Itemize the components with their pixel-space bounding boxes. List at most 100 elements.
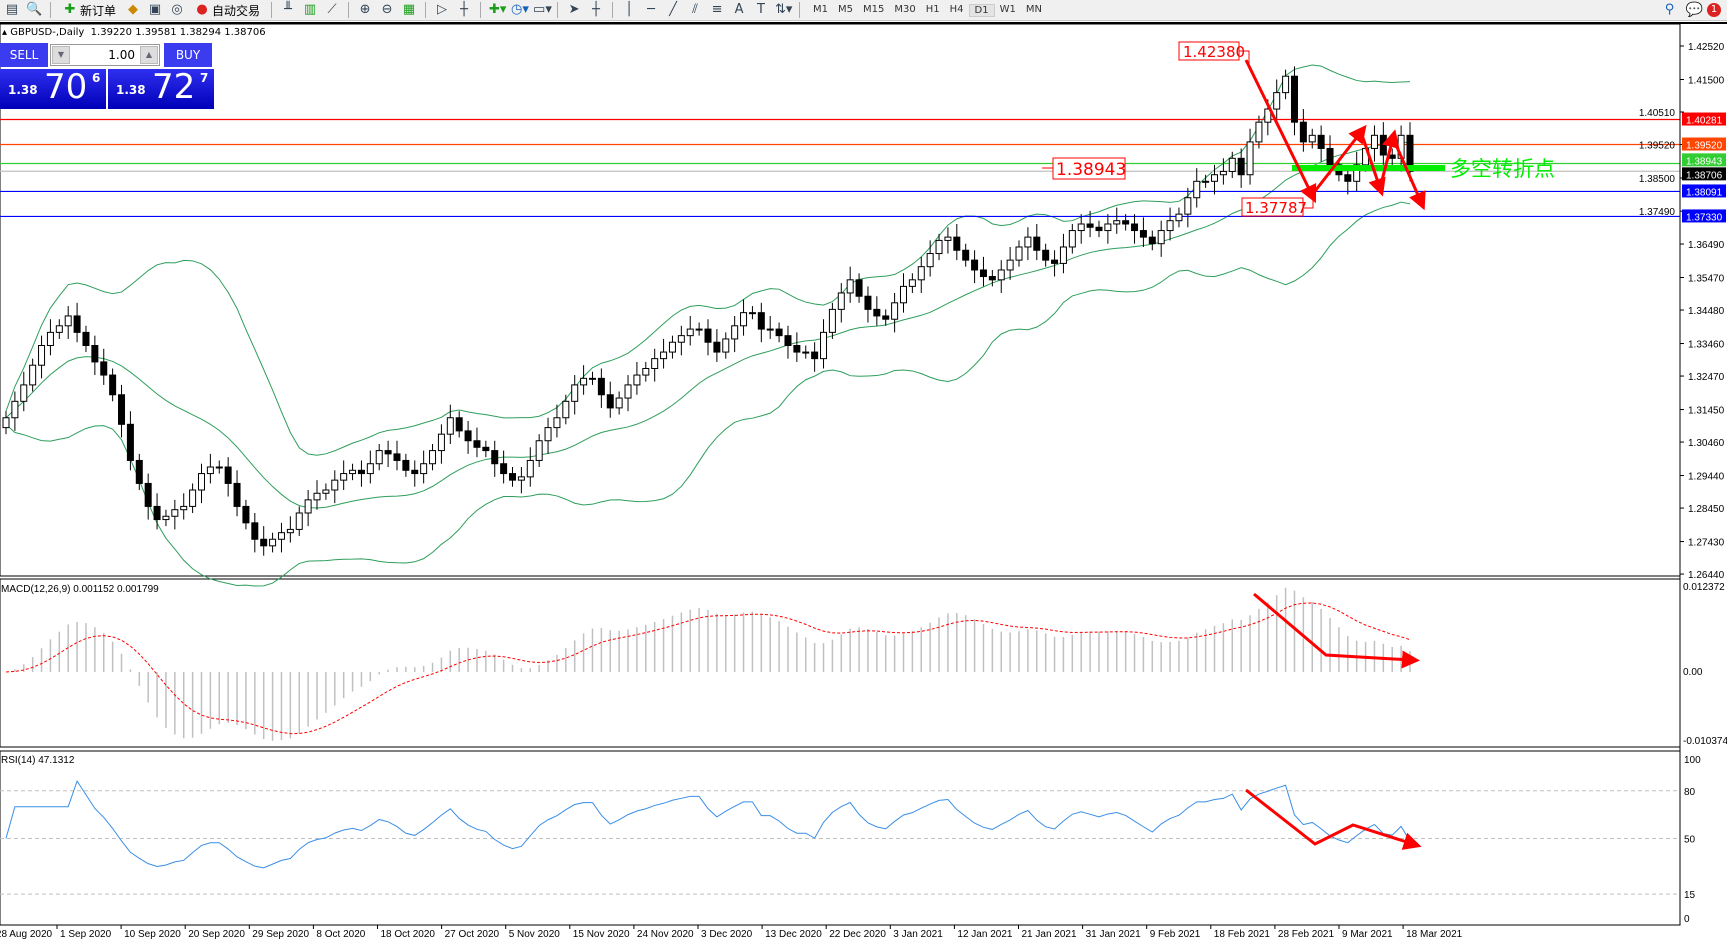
search-icon[interactable]: ⚲: [1664, 2, 1675, 17]
time-tick-label: 20 Sep 2020: [188, 929, 245, 940]
main-up-arrow: [1378, 129, 1400, 189]
arrows-icon[interactable]: ⇅▾: [775, 2, 793, 17]
buy-button[interactable]: BUY: [164, 43, 212, 67]
sell-button[interactable]: SELL: [0, 43, 48, 67]
lot-increase-button[interactable]: ▲: [140, 46, 158, 64]
zoom-out-icon[interactable]: ⊖: [381, 2, 393, 17]
autoscroll-icon[interactable]: ▷: [437, 2, 448, 17]
lot-size-input[interactable]: 1.00: [50, 44, 160, 66]
equidistant-channel-icon[interactable]: ⫽: [692, 2, 698, 17]
profiles-icon[interactable]: 🔍: [26, 2, 43, 17]
timeframe-m1[interactable]: M1: [813, 3, 829, 15]
templates-icon[interactable]: ▭▾: [533, 2, 552, 17]
price-tick-label: 1.39520: [1639, 141, 1676, 152]
candle: [1148, 230, 1156, 251]
candle: [144, 473, 152, 520]
candle-body: [1131, 223, 1139, 232]
candle: [1406, 122, 1414, 182]
chart-shift-icon[interactable]: ┼: [460, 2, 468, 17]
candle-body: [411, 469, 419, 475]
candle-body: [91, 345, 99, 363]
candle-body: [526, 459, 534, 478]
candlestick-icon[interactable]: ▥: [303, 2, 317, 17]
candle-body: [988, 276, 996, 281]
buy-price[interactable]: 1.38 72 7: [108, 67, 214, 109]
timeframe-d1[interactable]: D1: [968, 3, 995, 17]
line-chart-icon[interactable]: ⟋: [327, 2, 337, 17]
candle-body: [277, 532, 285, 540]
candle: [455, 411, 463, 438]
timeframe-h4[interactable]: H4: [949, 3, 964, 15]
candle-body: [1193, 180, 1201, 199]
text-icon[interactable]: A: [734, 2, 744, 17]
crosshair-icon[interactable]: ┼: [592, 2, 600, 17]
navigator-icon[interactable]: ▣: [148, 2, 162, 17]
periods-icon[interactable]: ◷▾: [511, 2, 529, 17]
macd-axis-label: -0.010374: [1683, 736, 1727, 747]
new-chart-icon[interactable]: ▤: [5, 2, 19, 17]
price-line-label: 1.38091: [1686, 187, 1723, 198]
candle-body: [891, 302, 899, 320]
candle: [126, 411, 134, 471]
text-label-icon[interactable]: T: [757, 2, 765, 17]
price-line-label: 1.37330: [1686, 212, 1723, 223]
low-label-box: [1241, 197, 1304, 217]
timeframe-m5[interactable]: M5: [838, 3, 854, 15]
timeframe-m30[interactable]: M30: [894, 3, 916, 15]
horizontal-line-icon[interactable]: ─: [647, 2, 655, 17]
candle: [375, 444, 383, 471]
new-order-label: 新订单: [80, 3, 117, 18]
separator: [425, 2, 427, 18]
zoom-in-icon[interactable]: ⊕: [359, 2, 371, 17]
market-watch-icon[interactable]: ◆: [128, 2, 139, 17]
candle-body: [953, 236, 961, 251]
timeframe-mn[interactable]: MN: [1025, 3, 1042, 15]
candle-body: [1290, 75, 1298, 123]
trendline-icon[interactable]: ╱: [669, 2, 677, 17]
candle-body: [260, 538, 268, 547]
rsi-axis-label: 100: [1684, 755, 1701, 766]
timeframe-w1[interactable]: W1: [999, 3, 1016, 15]
timeframe-h1[interactable]: H1: [925, 3, 940, 15]
lot-decrease-button[interactable]: ▼: [52, 46, 70, 64]
candle: [411, 460, 419, 487]
timeframe-m15[interactable]: M15: [863, 3, 885, 15]
bar-chart-icon[interactable]: ╨: [284, 2, 292, 17]
candle: [1282, 69, 1290, 100]
indicators-icon[interactable]: ✚▾: [489, 2, 507, 17]
candle-body: [766, 328, 774, 331]
notifications-icon[interactable]: 💬: [1685, 2, 1703, 18]
candle-body: [135, 459, 143, 484]
candle: [1139, 217, 1147, 247]
candle-body: [846, 279, 854, 294]
tile-windows-icon[interactable]: ▦: [402, 2, 416, 17]
candle: [891, 292, 899, 333]
candle: [366, 450, 374, 484]
time-tick-label: 28 Aug 2020: [0, 929, 53, 940]
fibonacci-icon[interactable]: ≡: [711, 2, 723, 17]
candle: [11, 391, 19, 431]
price-line-label: 1.39520: [1686, 141, 1723, 152]
bollinger-middle-band: [5, 141, 1411, 509]
time-tick-label: 18 Mar 2021: [1406, 929, 1463, 940]
candle-body: [153, 505, 161, 521]
candle: [1308, 128, 1316, 149]
candle: [917, 256, 925, 293]
candle: [357, 460, 365, 487]
candle-body: [926, 253, 934, 268]
candle-body: [304, 499, 312, 514]
vertical-line-icon[interactable]: │: [625, 2, 633, 17]
signals-icon[interactable]: ◎: [171, 2, 183, 17]
auto-trading-button[interactable]: ● 自动交易: [191, 1, 263, 20]
cursor-icon[interactable]: ➤: [568, 2, 580, 17]
candle: [1184, 187, 1192, 228]
candle: [135, 453, 143, 490]
candle-body: [20, 384, 28, 402]
candle: [429, 444, 437, 471]
candle: [197, 463, 205, 504]
sell-price[interactable]: 1.38 70 6: [0, 67, 106, 109]
new-order-button[interactable]: ✚ 新订单: [59, 1, 119, 20]
candle-body: [366, 463, 374, 475]
price-line-label: 1.38706: [1686, 170, 1723, 181]
